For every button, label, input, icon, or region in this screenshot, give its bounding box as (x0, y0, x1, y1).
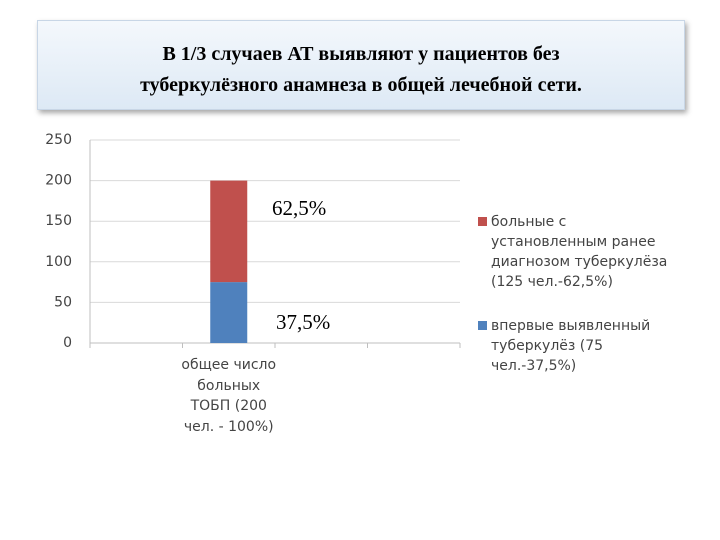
y-tick-label: 250 (45, 132, 72, 148)
y-tick-label: 0 (63, 335, 72, 351)
annotation: 62,5% (272, 196, 327, 220)
legend-swatch (478, 321, 487, 330)
bar-segment (210, 180, 248, 283)
legend-label: больные с установленным ранее диагнозом … (491, 214, 668, 290)
y-tick-label: 100 (45, 254, 72, 270)
legend-label: впервые выявленный туберкулёз (75 чел.-3… (491, 318, 651, 374)
y-tick-label: 150 (45, 213, 72, 229)
y-tick-label: 50 (54, 294, 72, 310)
bar-segment (210, 282, 248, 343)
annotation: 37,5% (276, 310, 331, 334)
legend-swatch (478, 217, 487, 226)
legend-item: больные с установленным ранее диагнозом … (478, 212, 683, 292)
y-tick-label: 200 (45, 173, 72, 189)
legend-item: впервые выявленный туберкулёз (75 чел.-3… (478, 316, 683, 376)
title-box: В 1/3 случаев АТ выявляют у пациентов бе… (37, 20, 685, 110)
chart-title: В 1/3 случаев АТ выявляют у пациентов бе… (140, 43, 582, 96)
x-tick-label: общее число больных ТОБП (200 чел. - 100… (181, 357, 277, 435)
